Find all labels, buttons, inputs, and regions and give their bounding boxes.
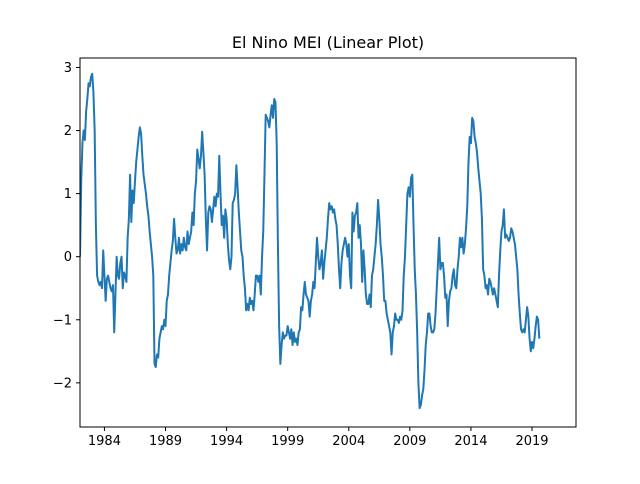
x-tick-label: 1989 xyxy=(149,434,182,449)
x-tick-label: 1999 xyxy=(271,434,304,449)
x-tick-label: 2009 xyxy=(393,434,426,449)
chart-title: El Nino MEI (Linear Plot) xyxy=(232,33,424,52)
x-tick-label: 2004 xyxy=(332,434,365,449)
y-tick-label: −2 xyxy=(53,376,72,391)
x-tick-label: 2014 xyxy=(454,434,487,449)
y-tick-label: 2 xyxy=(64,124,72,139)
plot-area xyxy=(80,72,541,410)
y-tick-label: 1 xyxy=(64,187,72,202)
axes: 1984 1989 1994 1999 2004 2009 2014 2019 −2 −1 0 1 2 3 xyxy=(53,57,577,449)
y-tick-label: 0 xyxy=(64,250,72,265)
series-line-0 xyxy=(80,72,541,410)
x-tick-label: 2019 xyxy=(515,434,548,449)
x-tick-label: 1994 xyxy=(210,434,243,449)
x-tick-label: 1984 xyxy=(88,434,121,449)
axes-frame xyxy=(79,57,577,428)
y-tick-label: −1 xyxy=(53,313,72,328)
y-tick-label: 3 xyxy=(64,61,72,76)
